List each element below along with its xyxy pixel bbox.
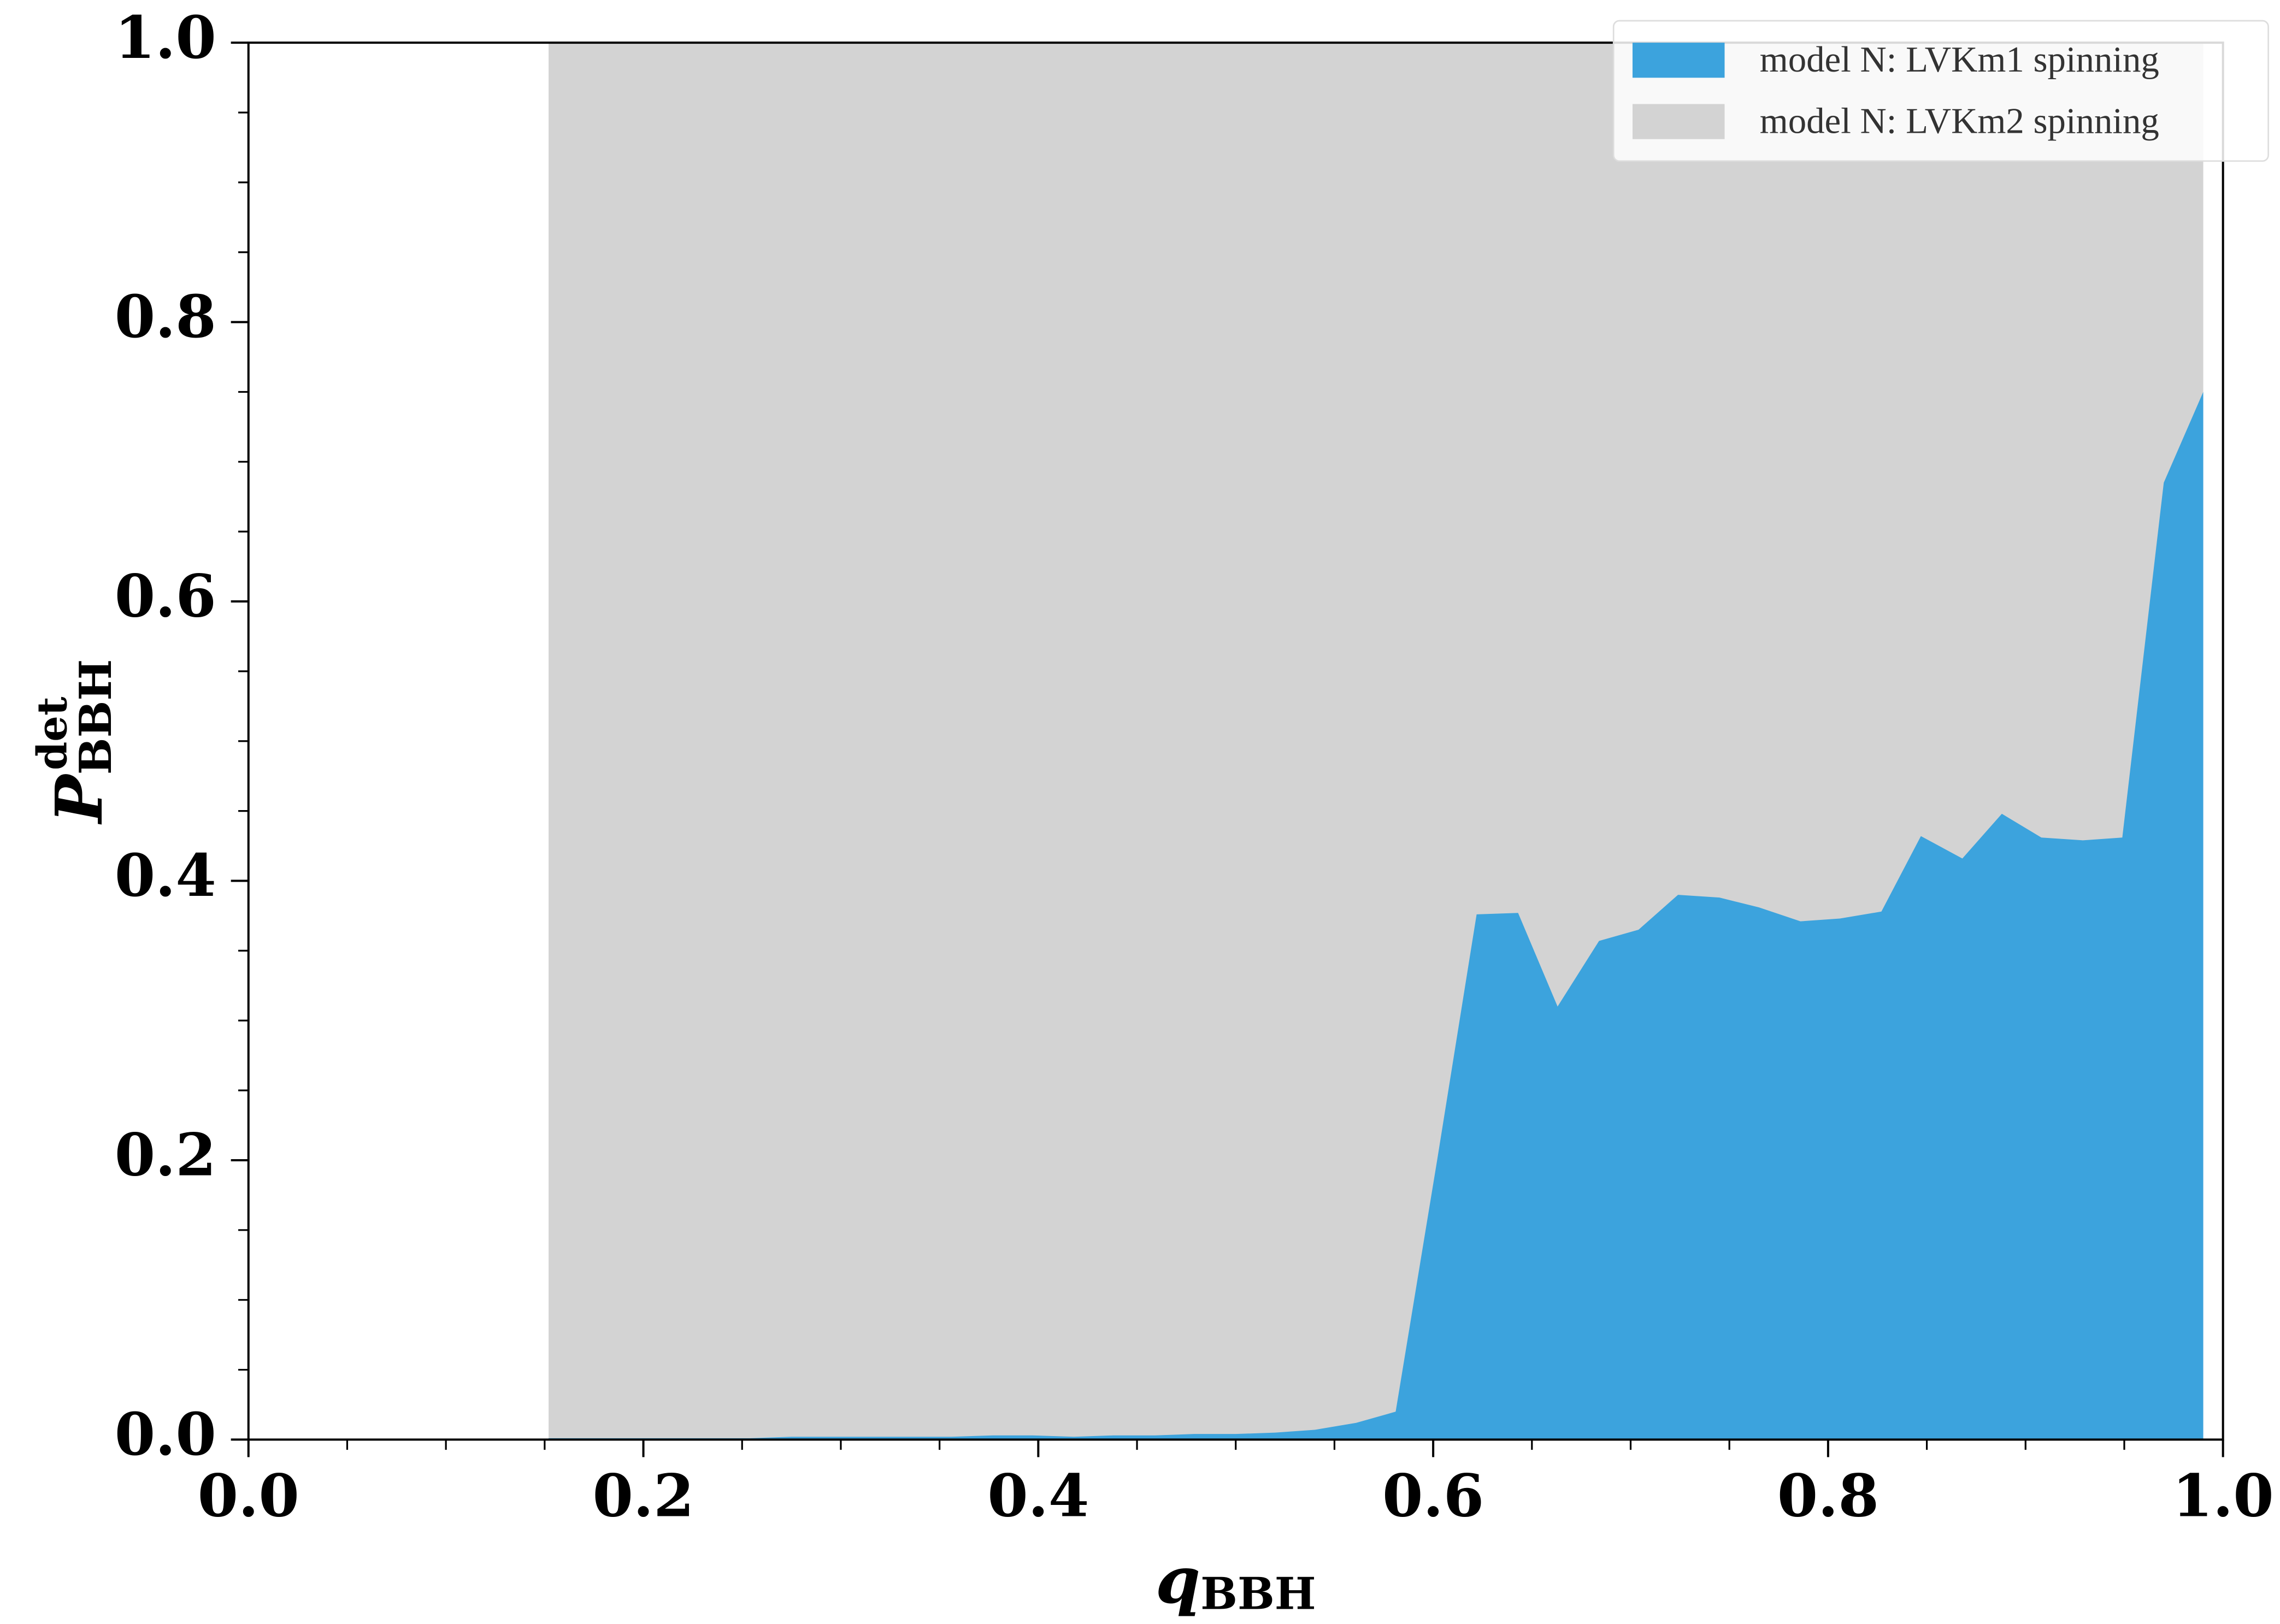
legend-label: model N: LVKm1 spinning — [1760, 39, 2159, 80]
area — [549, 392, 2204, 1440]
x-tick-label: 1.0 — [2172, 1462, 2274, 1530]
y-axis-symbol: P — [41, 773, 117, 825]
x-tick-label: 0.8 — [1777, 1462, 1879, 1530]
y-axis-label: PBBHdet — [28, 659, 121, 825]
y-tick-label: 0.4 — [115, 842, 216, 910]
y-tick-label: 0.0 — [115, 1401, 216, 1469]
x-tick-label: 0.6 — [1382, 1462, 1484, 1530]
x-tick-label: 0.2 — [592, 1462, 694, 1530]
x-axis-label: qBBH — [1156, 1542, 1316, 1619]
legend-box — [1612, 20, 2269, 162]
y-tick-label: 0.2 — [115, 1121, 216, 1190]
x-tick-label: 0.4 — [987, 1462, 1089, 1530]
y-axis-subscript: BBH — [70, 659, 121, 775]
y-tick-label: 0.8 — [115, 283, 216, 351]
y-axis-superscript: det — [28, 696, 76, 770]
legend-swatch — [1632, 43, 1725, 78]
y-tick-label: 1.0 — [115, 4, 216, 72]
x-axis-symbol: q — [1156, 1542, 1200, 1617]
legend-label: model N: LVKm2 spinning — [1760, 101, 2159, 141]
legend-swatch — [1632, 104, 1725, 139]
x-axis-subscript: BBH — [1200, 1568, 1316, 1619]
x-tick-label: 0.0 — [198, 1462, 299, 1530]
y-tick-label: 0.6 — [115, 563, 216, 631]
